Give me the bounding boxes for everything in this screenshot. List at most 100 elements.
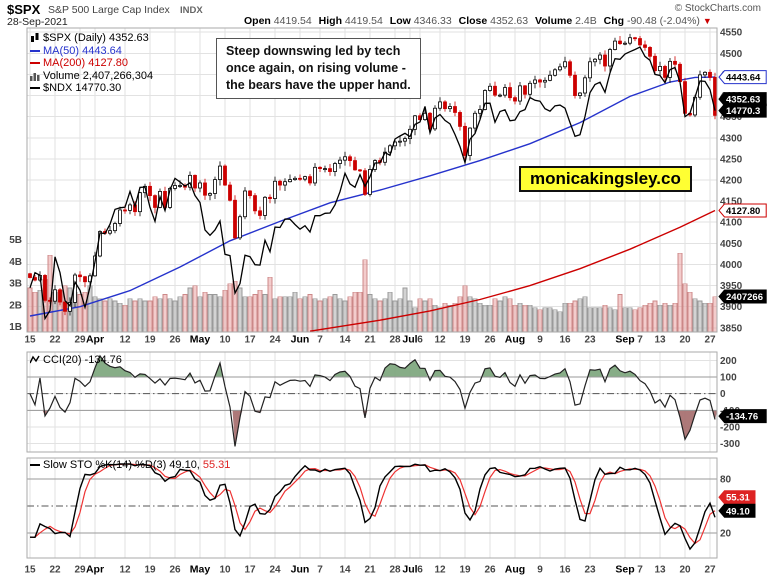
svg-text:24: 24 [269, 565, 281, 576]
svg-text:-134.76: -134.76 [726, 412, 758, 423]
volume-value: 2.4B [575, 15, 597, 27]
svg-text:20: 20 [679, 565, 691, 576]
svg-text:80: 80 [720, 475, 732, 486]
svg-text:26: 26 [169, 565, 181, 576]
svg-text:4100: 4100 [720, 218, 743, 229]
ma50-line [29, 76, 716, 317]
svg-text:7: 7 [637, 565, 643, 576]
svg-text:3850: 3850 [720, 323, 743, 334]
svg-text:29: 29 [74, 335, 86, 346]
legend-ndx-row: $NDX 14770.30 [30, 82, 153, 95]
legend-ndx: $NDX 14770.30 [43, 82, 122, 94]
svg-text:4352.63: 4352.63 [726, 95, 760, 106]
svg-text:28: 28 [389, 335, 401, 346]
annotation-box: Steep downswing led by tech once again, … [216, 38, 421, 99]
svg-text:Sep: Sep [615, 334, 634, 346]
cci-pane-label: CCI(20) -134.76 [30, 354, 122, 366]
svg-text:28: 28 [389, 565, 401, 576]
svg-text:100: 100 [720, 373, 737, 384]
svg-text:20: 20 [720, 529, 732, 540]
brand-badge: monicakingsley.co [519, 166, 692, 192]
legend-volume-row: Volume 2,407,266,304 [30, 70, 153, 83]
ohlc-quote-row: Open 4419.54 High 4419.54 Low 4346.33 Cl… [240, 15, 712, 27]
svg-text:15: 15 [24, 335, 36, 346]
svg-text:7: 7 [317, 565, 323, 576]
volume-bars-icon [30, 71, 40, 81]
svg-text:19: 19 [144, 565, 156, 576]
legend-spx-row: $SPX (Daily) 4352.63 [30, 32, 153, 45]
sto-d-value: 55.31 [202, 459, 231, 471]
sto-k-value: 49.10, [169, 459, 200, 471]
svg-text:200: 200 [720, 356, 737, 367]
volume-axis-label: 5B [9, 235, 22, 246]
svg-text:4550: 4550 [720, 28, 743, 39]
cci-label-text: CCI(20) -134.76 [43, 354, 122, 366]
svg-text:12: 12 [119, 335, 131, 346]
svg-text:Apr: Apr [86, 564, 104, 576]
svg-text:4050: 4050 [720, 239, 743, 250]
svg-text:17: 17 [244, 565, 256, 576]
volume-axis-label: 3B [9, 279, 22, 290]
down-arrow-icon: ▼ [702, 16, 712, 26]
ticker-symbol: $SPX [7, 2, 41, 17]
open-label: Open [244, 15, 271, 27]
svg-text:4200: 4200 [720, 176, 743, 187]
chg-value: -90.48 (-2.04%) [626, 15, 700, 27]
high-value: 4419.54 [344, 15, 383, 27]
svg-text:22: 22 [49, 565, 61, 576]
svg-text:14: 14 [339, 335, 351, 346]
ma200-line [309, 209, 716, 332]
svg-text:4127.80: 4127.80 [726, 206, 760, 217]
svg-text:May: May [190, 564, 211, 576]
svg-text:7: 7 [637, 335, 643, 346]
svg-text:12: 12 [434, 335, 446, 346]
svg-text:0: 0 [720, 389, 726, 400]
annotation-line: Steep downswing led by tech [226, 44, 401, 58]
legend-spx: $SPX (Daily) 4352.63 [43, 32, 149, 44]
sto-label-text: Slow STO %K(14) %D(3) [43, 459, 167, 471]
svg-text:4500: 4500 [720, 49, 743, 60]
svg-text:4300: 4300 [720, 133, 743, 144]
index-name: S&P 500 Large Cap Index [48, 4, 170, 16]
svg-text:55.31: 55.31 [726, 493, 750, 504]
svg-text:-200: -200 [720, 423, 740, 434]
svg-text:13: 13 [654, 565, 666, 576]
svg-text:27: 27 [704, 335, 716, 346]
svg-text:23: 23 [584, 565, 596, 576]
sto-pane [27, 463, 717, 551]
svg-text:23: 23 [584, 335, 596, 346]
legend-ma50: MA(50) 4443.64 [43, 44, 122, 57]
svg-text:17: 17 [244, 335, 256, 346]
svg-text:10: 10 [219, 565, 231, 576]
candlesticks [28, 33, 717, 316]
svg-text:9: 9 [537, 335, 543, 346]
svg-text:9: 9 [537, 565, 543, 576]
svg-text:4443.64: 4443.64 [726, 73, 761, 84]
high-label: High [318, 15, 342, 27]
svg-text:15: 15 [24, 565, 36, 576]
sto-k-swatch [30, 464, 40, 466]
stockcharts-credit: © StockCharts.com [674, 3, 761, 14]
open-value: 4419.54 [273, 15, 312, 27]
svg-text:Jul: Jul [402, 564, 417, 576]
svg-text:29: 29 [74, 565, 86, 576]
volume-axis-label: 1B [9, 322, 22, 333]
legend-ma200: MA(200) 4127.80 [43, 57, 128, 69]
svg-text:16: 16 [559, 565, 571, 576]
volume-bars [27, 252, 718, 333]
sto-pane-label: Slow STO %K(14) %D(3) 49.10, 55.31 [30, 459, 230, 471]
svg-text:14: 14 [339, 565, 351, 576]
svg-text:3B: 3B [9, 279, 22, 290]
main-legend: $SPX (Daily) 4352.63 MA(50) 4443.64 MA(2… [30, 32, 153, 95]
svg-text:19: 19 [459, 335, 471, 346]
pane-borders [26, 27, 718, 559]
svg-text:16: 16 [559, 335, 571, 346]
svg-text:6: 6 [417, 565, 423, 576]
ndx-line-swatch [30, 87, 40, 90]
svg-text:21: 21 [364, 565, 376, 576]
svg-text:13: 13 [654, 335, 666, 346]
ma200-line-swatch [30, 62, 40, 65]
